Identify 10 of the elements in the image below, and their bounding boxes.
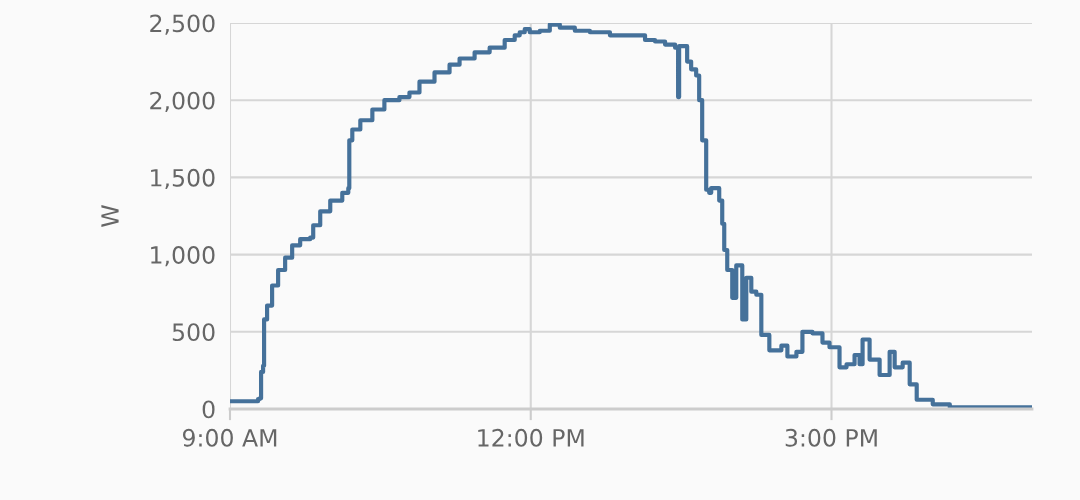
y-tick-label: 500 <box>172 323 215 342</box>
y-tick-label: 2,500 <box>150 14 215 35</box>
y-tick-label: 2,000 <box>150 91 215 112</box>
x-tick-label: 12:00 PM <box>478 428 584 447</box>
y-tick-label: 1,500 <box>151 168 215 190</box>
y-tick-label: 0 <box>202 400 215 419</box>
x-tick-label: 9:00 AM <box>182 428 277 447</box>
y-axis-title: W <box>101 205 119 227</box>
x-tick-label: 3:00 PM <box>785 428 877 447</box>
y-tick-label: 1,000 <box>151 246 215 267</box>
